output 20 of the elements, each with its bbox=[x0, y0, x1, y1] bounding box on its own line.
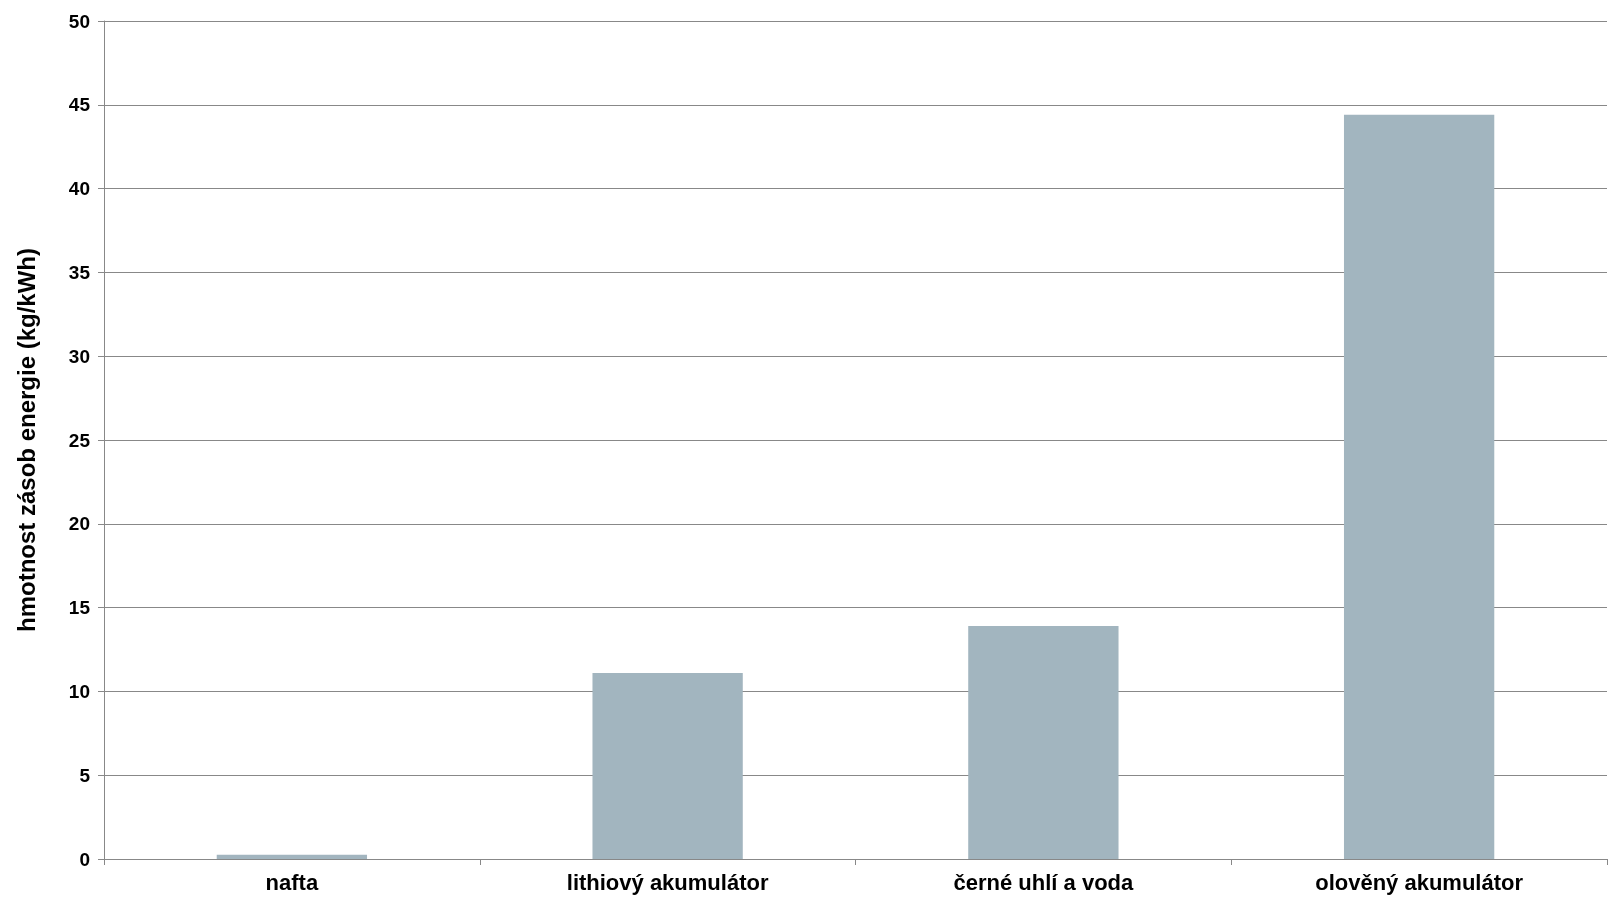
y-tick-label: 35 bbox=[68, 261, 91, 283]
x-tick-label: nafta bbox=[265, 869, 319, 895]
y-tick-label: 50 bbox=[68, 10, 90, 32]
bar bbox=[592, 672, 743, 859]
x-tick-label: olověný akumulátor bbox=[1315, 869, 1524, 895]
x-tick-label: černé uhlí a voda bbox=[953, 869, 1134, 895]
y-tick-label: 20 bbox=[68, 513, 90, 535]
bar bbox=[1343, 114, 1495, 859]
y-tick-label: 45 bbox=[68, 94, 91, 116]
y-tick-label: 0 bbox=[79, 848, 90, 870]
y-tick-label: 40 bbox=[68, 178, 90, 200]
y-tick-label: 10 bbox=[68, 680, 90, 702]
bar bbox=[968, 626, 1119, 859]
y-tick-label: 25 bbox=[68, 429, 91, 451]
x-tick-label: lithiový akumulátor bbox=[566, 869, 769, 895]
y-tick-label: 30 bbox=[68, 345, 90, 367]
y-tick-label: 5 bbox=[79, 764, 91, 786]
y-axis-title: hmotnost zásob energie (kg/kWh) bbox=[12, 247, 40, 633]
y-tick-label: 15 bbox=[68, 597, 91, 619]
bar bbox=[216, 854, 368, 859]
